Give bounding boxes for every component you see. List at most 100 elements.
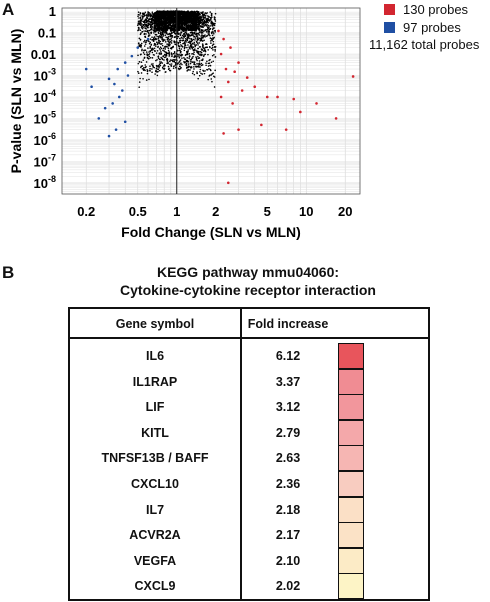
background-point <box>181 26 184 29</box>
background-point <box>180 17 183 20</box>
background-point <box>160 36 162 38</box>
background-point <box>151 36 153 38</box>
background-point <box>184 54 187 57</box>
background-point <box>199 24 201 27</box>
background-point <box>179 39 182 42</box>
down-point <box>107 77 111 81</box>
background-point <box>187 60 190 63</box>
down-point <box>113 82 116 86</box>
background-point <box>140 46 142 48</box>
background-point <box>148 78 150 81</box>
down-point <box>103 106 107 110</box>
background-point <box>166 25 169 28</box>
background-point <box>209 64 211 67</box>
down-point <box>123 120 127 124</box>
background-point <box>204 53 207 56</box>
background-point <box>181 63 183 66</box>
background-point <box>187 69 189 71</box>
background-point <box>170 37 173 40</box>
background-point <box>183 57 185 59</box>
background-point <box>169 13 172 16</box>
background-point <box>177 44 180 47</box>
background-point <box>197 47 199 50</box>
background-point <box>192 43 195 45</box>
background-point <box>177 41 180 44</box>
background-point <box>159 40 162 43</box>
x-tick-label: 2 <box>212 204 219 219</box>
background-point <box>210 32 213 35</box>
background-point <box>142 78 144 80</box>
background-point <box>210 14 213 17</box>
background-point <box>189 37 191 40</box>
background-point <box>143 15 145 18</box>
background-point <box>199 50 201 53</box>
background-point <box>150 20 153 22</box>
background-point <box>142 20 145 23</box>
background-point <box>205 62 207 64</box>
background-point <box>201 13 204 16</box>
background-point <box>173 36 176 38</box>
background-point <box>187 25 190 28</box>
background-point <box>165 16 168 19</box>
background-point <box>178 61 180 64</box>
header-fold-increase: Fold increase <box>247 317 329 331</box>
background-point <box>186 10 189 13</box>
background-point <box>168 51 170 54</box>
background-point <box>161 10 164 13</box>
background-point <box>178 68 180 71</box>
background-point <box>139 12 142 15</box>
background-point <box>212 22 215 25</box>
background-point <box>204 50 207 53</box>
background-point <box>214 12 217 15</box>
background-point <box>178 11 181 14</box>
background-point <box>151 57 154 59</box>
background-point <box>174 66 177 69</box>
background-point <box>194 32 196 35</box>
background-point <box>198 16 201 19</box>
gene-symbol-cell: LIF <box>145 400 165 415</box>
background-point <box>197 65 200 67</box>
background-point <box>205 43 208 45</box>
background-point <box>203 13 206 16</box>
background-point <box>203 49 206 52</box>
up-point <box>237 61 240 64</box>
background-point <box>145 61 148 63</box>
background-point <box>201 15 203 17</box>
background-point <box>157 55 160 58</box>
background-point <box>194 31 196 33</box>
background-point <box>205 64 207 67</box>
background-point <box>213 75 215 78</box>
heatmap-cell <box>338 573 364 600</box>
header-divider <box>70 337 428 339</box>
background-point <box>199 39 202 41</box>
x-axis-label: Fold Change (SLN vs MLN) <box>121 224 301 240</box>
background-point <box>153 36 156 38</box>
background-point <box>198 29 201 32</box>
up-point <box>276 95 279 99</box>
background-point <box>137 72 140 75</box>
volcano-plot: 0.2 0.5 1 2 5 10 20 1 0.1 0.01 10-3 10-4 10-5 10-6 10-… <box>8 4 361 240</box>
background-point <box>139 53 142 56</box>
background-point <box>193 66 195 68</box>
background-point <box>158 47 161 50</box>
background-point <box>214 50 216 52</box>
background-point <box>138 81 141 83</box>
background-point <box>173 52 176 54</box>
background-point <box>210 38 213 40</box>
background-point <box>170 52 173 54</box>
background-point <box>209 74 211 77</box>
background-point <box>201 31 203 34</box>
background-point <box>155 52 158 54</box>
background-point <box>212 60 215 63</box>
background-point <box>143 53 146 56</box>
fold-increase-cell: 6.12 <box>275 349 301 363</box>
background-point <box>201 43 204 45</box>
background-point <box>140 23 143 25</box>
background-point <box>207 27 210 30</box>
background-point <box>162 65 165 67</box>
background-point <box>209 40 212 42</box>
background-point <box>164 51 167 53</box>
x-tick-label: 5 <box>264 204 271 219</box>
background-point <box>190 21 193 24</box>
background-point <box>206 20 209 22</box>
